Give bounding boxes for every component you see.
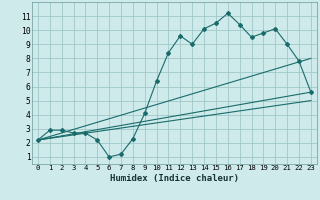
X-axis label: Humidex (Indice chaleur): Humidex (Indice chaleur) <box>110 174 239 183</box>
